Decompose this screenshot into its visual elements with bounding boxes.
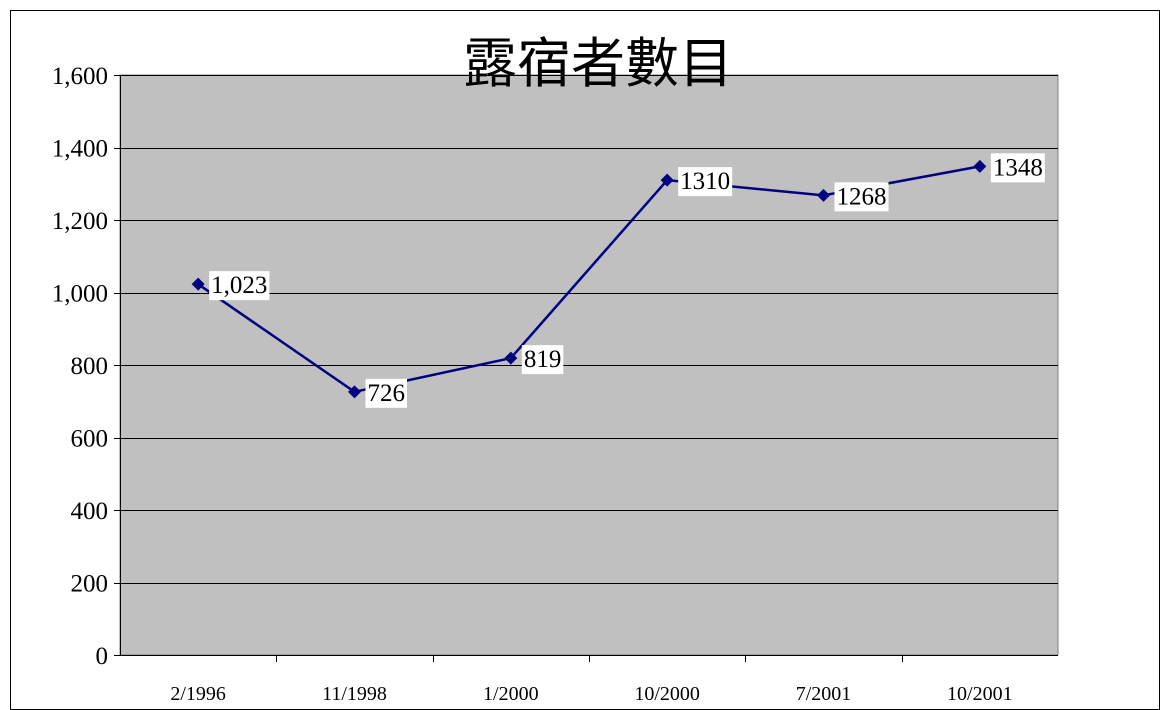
x-tick-label: 11/1998 bbox=[322, 683, 387, 704]
data-label: 1,023 bbox=[209, 271, 270, 301]
y-tick-label: 800 bbox=[71, 353, 109, 380]
data-label-text: 1,023 bbox=[211, 272, 267, 299]
data-label: 819 bbox=[521, 345, 564, 375]
data-label-text: 819 bbox=[524, 346, 562, 373]
data-label: 1268 bbox=[834, 182, 889, 212]
data-label: 1310 bbox=[678, 167, 733, 197]
data-label-text: 1348 bbox=[993, 154, 1043, 181]
gridlines bbox=[120, 75, 1058, 584]
data-marker bbox=[348, 385, 361, 399]
data-label-background bbox=[365, 378, 407, 408]
data-marker bbox=[973, 159, 987, 173]
data-markers bbox=[191, 159, 987, 399]
data-marker bbox=[504, 351, 518, 365]
data-marker bbox=[660, 173, 674, 187]
y-tick-label: 200 bbox=[71, 571, 109, 598]
data-label-background bbox=[990, 153, 1045, 183]
axes bbox=[114, 75, 1058, 662]
x-tick-label: 7/2001 bbox=[796, 683, 852, 704]
y-tick-label: 1,400 bbox=[52, 136, 108, 163]
x-tick-label: 2/1996 bbox=[170, 683, 226, 704]
y-tick-label: 1,000 bbox=[52, 281, 108, 308]
data-label: 726 bbox=[365, 378, 407, 408]
x-tick-label: 1/2000 bbox=[483, 683, 539, 704]
data-label: 1348 bbox=[990, 153, 1045, 183]
y-tick-label: 400 bbox=[71, 498, 109, 525]
data-marker bbox=[191, 277, 205, 291]
data-label-text: 1310 bbox=[680, 168, 730, 195]
data-labels: 1,023 726 819 1310 1268 1348 bbox=[209, 153, 1045, 408]
y-tick-label: 600 bbox=[71, 426, 109, 453]
x-axis-tick-labels: 2/1996 11/1998 1/2000 10/2000 7/2001 10/2001 bbox=[170, 683, 1012, 704]
y-tick-label: 1,600 bbox=[52, 63, 108, 90]
data-label-background bbox=[209, 271, 270, 301]
y-tick-label: 0 bbox=[96, 643, 109, 670]
chart-title: 露宿者數目 bbox=[463, 32, 733, 95]
y-tick-label: 1,200 bbox=[52, 208, 108, 235]
x-tick-label: 10/2000 bbox=[634, 683, 700, 704]
data-label-background bbox=[834, 182, 889, 212]
data-label-text: 1268 bbox=[837, 183, 887, 210]
data-label-text: 726 bbox=[368, 380, 406, 407]
data-marker bbox=[817, 188, 830, 202]
x-tick-label: 10/2001 bbox=[947, 683, 1013, 704]
data-label-background bbox=[678, 167, 733, 197]
y-axis-tick-labels: 0 200 400 600 800 1,000 1,200 1,400 1,600 bbox=[52, 63, 108, 670]
data-label-background bbox=[521, 345, 564, 375]
